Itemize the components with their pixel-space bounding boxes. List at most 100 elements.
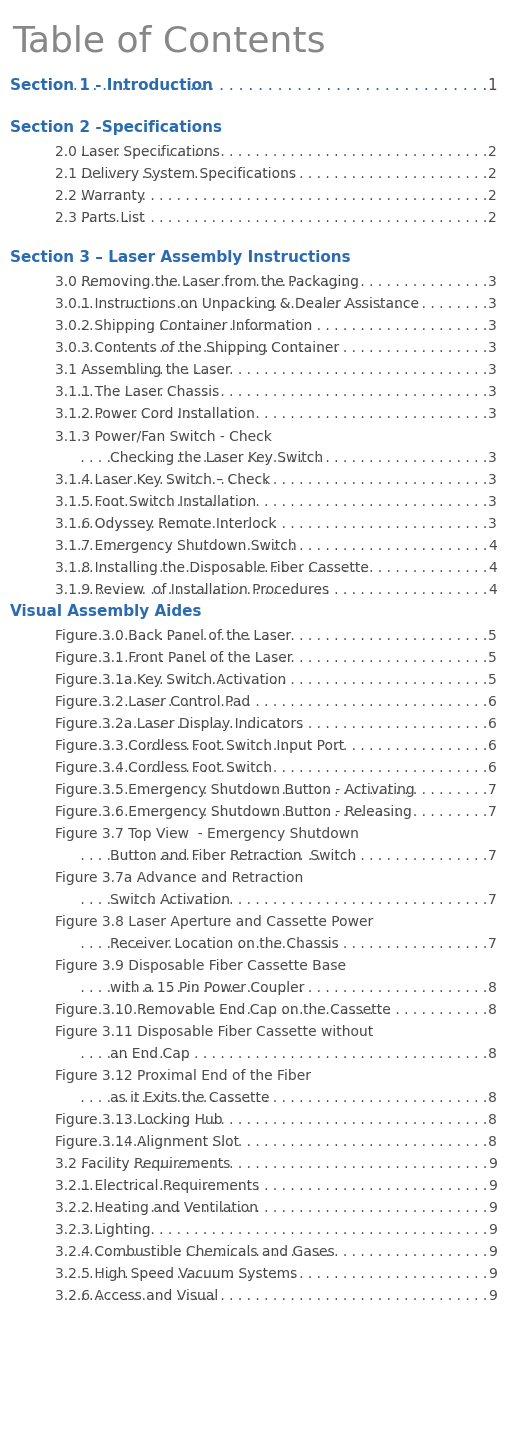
Text: . . . . . . . . . . . . . . . . . . . . . . . . . . . . . . . . . . . . . . . . : . . . . . . . . . . . . . . . . . . . . … <box>76 1267 487 1280</box>
Text: . . . . . . . . . . . . . . . . . . . . . . . . . . . . . . . . . . . . . . . . : . . . . . . . . . . . . . . . . . . . . … <box>76 539 487 553</box>
Text: 5: 5 <box>488 651 497 665</box>
Text: 6: 6 <box>488 762 497 775</box>
Text: 7: 7 <box>488 783 497 798</box>
Text: 3.0.2 Shipping Container Information: 3.0.2 Shipping Container Information <box>55 319 312 333</box>
Text: . . . . . . . . . . . . . . . . . . . . . . . . . . . . . . . . . . . . . . . . : . . . . . . . . . . . . . . . . . . . . … <box>76 673 487 687</box>
Text: . . . . . . . . . . . . . . . . . . . . . . . . . . . . . . . . . . . . . . . . : . . . . . . . . . . . . . . . . . . . . … <box>76 783 487 798</box>
Text: 9: 9 <box>488 1244 497 1259</box>
Text: 5: 5 <box>488 629 497 642</box>
Text: 3.1.5 Foot Switch Installation: 3.1.5 Foot Switch Installation <box>55 494 256 509</box>
Text: 9: 9 <box>488 1223 497 1237</box>
Text: . . . . . . . . . . . . . . . . . . . . . . . . . . . . . . . . . . . . . . . . : . . . . . . . . . . . . . . . . . . . . … <box>76 167 487 181</box>
Text: . . . . . . . . . . . . . . . . . . . . . . . . . . . . . . . . . . . . . . . . : . . . . . . . . . . . . . . . . . . . . … <box>76 1114 487 1127</box>
Text: . . . . . . . . . . . . . . . . . . . . . . . . . . . . . . . . . . . . . . . . : . . . . . . . . . . . . . . . . . . . . … <box>76 297 487 310</box>
Text: Figure 3.6 Emergency Shutdown Button - Releasing: Figure 3.6 Emergency Shutdown Button - R… <box>55 805 412 819</box>
Text: . . . . . . . . . . . . . . . . . . . . . . . . . . . . . . . . . . . . . . . . : . . . . . . . . . . . . . . . . . . . . … <box>76 385 487 399</box>
Text: 3: 3 <box>488 517 497 532</box>
Text: Figure 3.9 Disposable Fiber Cassette Base: Figure 3.9 Disposable Fiber Cassette Bas… <box>55 958 346 973</box>
Text: 3.2.5 High Speed Vacuum Systems: 3.2.5 High Speed Vacuum Systems <box>55 1267 297 1280</box>
Text: . . . . . . . . . . . . . . . . . . . . . . . . . . . . . . . . . . . . . . . . : . . . . . . . . . . . . . . . . . . . . … <box>76 805 487 819</box>
Text: Figure 3.2a Laser Display Indicators: Figure 3.2a Laser Display Indicators <box>55 717 303 731</box>
Text: . . . . . . . . . . . . . . . . . . . . . . . . . . . . . . . . . . . . . . . . : . . . . . . . . . . . . . . . . . . . . … <box>76 517 487 532</box>
Text: . . . . . . . . . . . . . . . . . . . . . . . . . . . . . . . . . . . . . . . . : . . . . . . . . . . . . . . . . . . . . … <box>76 849 487 864</box>
Text: . . . . . . . . . . . . . . . . . . . . . . . . . . . . . . . . . . . . . . . . : . . . . . . . . . . . . . . . . . . . . … <box>76 341 487 355</box>
Text: . . . . . . . . . . . . . . . . . . . . . . . . . . . . . . . . . . . . . . . . : . . . . . . . . . . . . . . . . . . . . … <box>76 1091 487 1105</box>
Text: Figure 3.4 Cordless Foot Switch: Figure 3.4 Cordless Foot Switch <box>55 762 272 775</box>
Text: . . . . . . . . . . . . . . . . . . . . . . . . . . . . . . . . . . . . . . . . : . . . . . . . . . . . . . . . . . . . . … <box>76 473 487 487</box>
Text: 2: 2 <box>488 167 497 181</box>
Text: Figure 3.14 Alignment Slot: Figure 3.14 Alignment Slot <box>55 1135 239 1150</box>
Text: . . . . . . . . . . . . . . . . . . . . . . . . . . . . . . . . . . . . . . . . : . . . . . . . . . . . . . . . . . . . . … <box>76 1003 487 1017</box>
Text: Figure 3.7a Advance and Retraction: Figure 3.7a Advance and Retraction <box>55 871 303 885</box>
Text: 4: 4 <box>488 539 497 553</box>
Text: 3.1.1 The Laser Chassis: 3.1.1 The Laser Chassis <box>55 385 219 399</box>
Text: Section 2 -Specifications: Section 2 -Specifications <box>10 121 222 135</box>
Text: 8: 8 <box>488 1003 497 1017</box>
Text: 8: 8 <box>488 1114 497 1127</box>
Text: 3: 3 <box>488 297 497 310</box>
Text: 3: 3 <box>488 494 497 509</box>
Text: Figure 3.13 Locking Hub: Figure 3.13 Locking Hub <box>55 1114 222 1127</box>
Text: 9: 9 <box>488 1178 497 1193</box>
Text: Table of Contents: Table of Contents <box>12 24 325 59</box>
Text: Section 1 - Introduction: Section 1 - Introduction <box>10 78 213 93</box>
Text: . . . . . . . . . . . . . . . . . . . . . . . . . . . . . . . . . . . . . . . . : . . . . . . . . . . . . . . . . . . . . … <box>76 717 487 731</box>
Text: 3.2.4 Combustible Chemicals and Gases: 3.2.4 Combustible Chemicals and Gases <box>55 1244 334 1259</box>
Text: . . . . . . . . . . . . . . . . . . . . . . . . . . . . . . . . . . . . . . . . : . . . . . . . . . . . . . . . . . . . . … <box>76 211 487 226</box>
Text: . . . . . . . . . . . . . . . . . . . . . . . . . . . . . . . . . . . . . . . . : . . . . . . . . . . . . . . . . . . . . … <box>76 560 487 575</box>
Text: Figure 3.7 Top View  - Emergency Shutdown: Figure 3.7 Top View - Emergency Shutdown <box>55 828 359 841</box>
Text: 3.1 Assembling the Laser: 3.1 Assembling the Laser <box>55 364 231 376</box>
Text: 7: 7 <box>488 892 497 907</box>
Text: Figure 3.1 Front Panel of the Laser: Figure 3.1 Front Panel of the Laser <box>55 651 293 665</box>
Text: 3.0 Removing the Laser from the Packaging: 3.0 Removing the Laser from the Packagin… <box>55 274 359 289</box>
Text: . . . . . . . . . . . . . . . . . . . . . . . . . . . . . . . . . . . . . . . . : . . . . . . . . . . . . . . . . . . . . … <box>76 981 487 994</box>
Text: 8: 8 <box>488 1135 497 1150</box>
Text: . . . . . . . . . . . . . . . . . . . . . . . . . . . . . . . . . . . . . . . . : . . . . . . . . . . . . . . . . . . . . … <box>76 364 487 376</box>
Text: 3.2 Facility Requirements: 3.2 Facility Requirements <box>55 1157 231 1171</box>
Text: Receiver Location on the Chassis: Receiver Location on the Chassis <box>110 937 339 951</box>
Text: Figure 3.1a Key Switch Activation: Figure 3.1a Key Switch Activation <box>55 673 286 687</box>
Text: Figure 3.0 Back Panel of the Laser: Figure 3.0 Back Panel of the Laser <box>55 629 291 642</box>
Text: 3.1.3 Power/Fan Switch - Check: 3.1.3 Power/Fan Switch - Check <box>55 430 272 443</box>
Text: . . . . . . . . . . . . . . . . . . . . . . . . . . . . . . . . . . . . . . . . : . . . . . . . . . . . . . . . . . . . . … <box>76 1244 487 1259</box>
Text: 8: 8 <box>488 1048 497 1061</box>
Text: 4: 4 <box>488 583 497 596</box>
Text: Checking the Laser Key Switch: Checking the Laser Key Switch <box>110 451 323 466</box>
Text: 3: 3 <box>488 319 497 333</box>
Text: 2.1 Delivery System Specifications: 2.1 Delivery System Specifications <box>55 167 296 181</box>
Text: 2: 2 <box>488 145 497 160</box>
Text: 3.0.1 Instructions on Unpacking & Dealer Assistance: 3.0.1 Instructions on Unpacking & Dealer… <box>55 297 419 310</box>
Text: 3.2.2 Heating and Ventilation: 3.2.2 Heating and Ventilation <box>55 1201 258 1216</box>
Text: 3.2.6 Access and Visual: 3.2.6 Access and Visual <box>55 1289 218 1303</box>
Text: 3: 3 <box>488 473 497 487</box>
Text: 6: 6 <box>488 696 497 708</box>
Text: . . . . . . . . . . . . . . . . . . . . . . . . . . . . . . . . . . . . . . . . : . . . . . . . . . . . . . . . . . . . . … <box>76 451 487 466</box>
Text: 3.2.3 Lighting: 3.2.3 Lighting <box>55 1223 151 1237</box>
Text: . . . . . . . . . . . . . . . . . . . . . . . . . . . . . . . . . . . . . . . . : . . . . . . . . . . . . . . . . . . . . … <box>76 407 487 421</box>
Text: . . . . . . . . . . . . . . . . . . . . . . . . . . . . . . . . . . . . . . . . : . . . . . . . . . . . . . . . . . . . . … <box>76 190 487 203</box>
Text: . . . . . . . . . . . . . . . . . . . . . . . . . . . . . . . . . . . . . . . . : . . . . . . . . . . . . . . . . . . . . … <box>76 629 487 642</box>
Text: 5: 5 <box>488 673 497 687</box>
Text: 7: 7 <box>488 805 497 819</box>
Text: 7: 7 <box>488 937 497 951</box>
Text: Button and Fiber Retraction  Switch: Button and Fiber Retraction Switch <box>110 849 356 864</box>
Text: 3.1.4 Laser Key Switch – Check: 3.1.4 Laser Key Switch – Check <box>55 473 270 487</box>
Text: . . . . . . . . . . . . . . . . . . . . . . . . . . . . . . . . . . . . . . . . : . . . . . . . . . . . . . . . . . . . . … <box>76 583 487 596</box>
Text: 8: 8 <box>488 981 497 994</box>
Text: 3.1.8 Installing the Disposable Fiber Cassette: 3.1.8 Installing the Disposable Fiber Ca… <box>55 560 369 575</box>
Text: Figure 3.10 Removable End Cap on the Cassette: Figure 3.10 Removable End Cap on the Cas… <box>55 1003 391 1017</box>
Text: 3.1.6 Odyssey Remote Interlock: 3.1.6 Odyssey Remote Interlock <box>55 517 276 532</box>
Text: 1: 1 <box>488 78 497 93</box>
Text: 4: 4 <box>488 560 497 575</box>
Text: . . . . . . . . . . . . . . . . . . . . . . . . . . . . . . . . . . . . . . . . : . . . . . . . . . . . . . . . . . . . . … <box>76 739 487 753</box>
Text: . . . . . . . . . . . . . . . . . . . . . . . . . . . . . . . . . . . . . . . . : . . . . . . . . . . . . . . . . . . . . … <box>76 892 487 907</box>
Text: . . . . . . . . . . . . . . . . . . . . . . . . . . . . . . . . . . . . . . . . : . . . . . . . . . . . . . . . . . . . . … <box>76 274 487 289</box>
Text: 3.1.9 Review  of Installation Procedures: 3.1.9 Review of Installation Procedures <box>55 583 329 596</box>
Text: . . . . . . . . . . . . . . . . . . . . . . . . . . . . . . . . . . . . . . . . : . . . . . . . . . . . . . . . . . . . . … <box>76 145 487 160</box>
Text: 2.3 Parts List: 2.3 Parts List <box>55 211 145 226</box>
Text: with a 15 Pin Power Coupler: with a 15 Pin Power Coupler <box>110 981 304 994</box>
Text: . . . . . . . . . . . . . . . . . . . . . . . . . . . . . . . . . . . . . . . . : . . . . . . . . . . . . . . . . . . . . … <box>76 762 487 775</box>
Text: . . . . . . . . . . . . . . . . . . . . . . . . . . . . . . . . . . . . . . . . : . . . . . . . . . . . . . . . . . . . . … <box>29 78 487 93</box>
Text: 9: 9 <box>488 1267 497 1280</box>
Text: . . . . . . . . . . . . . . . . . . . . . . . . . . . . . . . . . . . . . . . . : . . . . . . . . . . . . . . . . . . . . … <box>76 494 487 509</box>
